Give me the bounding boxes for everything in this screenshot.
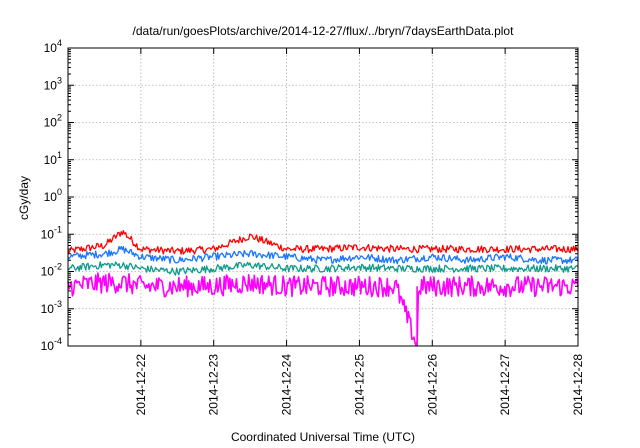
y-tick-base: 10: [44, 153, 58, 167]
series-line: [67, 272, 579, 347]
chart-title: /data/run/goesPlots/archive/2014-12-27/f…: [133, 24, 515, 38]
x-tick-label: 2014-12-24: [280, 354, 294, 416]
x-tick-label: 2014-12-26: [425, 354, 439, 416]
y-tick-exponent: -2: [54, 262, 62, 272]
x-tick-label: 2014-12-23: [207, 354, 221, 416]
y-tick-label: 10-4: [41, 336, 62, 353]
x-tick-label: 2014-12-28: [571, 354, 585, 416]
x-tick-label: 2014-12-27: [498, 354, 512, 416]
y-axis-label: cGy/day: [17, 176, 31, 220]
y-tick-exponent: 0: [57, 187, 62, 197]
y-tick-base: 10: [41, 227, 55, 241]
y-tick-label: 102: [44, 113, 62, 130]
y-tick-exponent: 3: [57, 75, 62, 85]
y-tick-exponent: -1: [54, 224, 62, 234]
y-tick-base: 10: [44, 78, 58, 92]
x-tick-label: 2014-12-25: [352, 354, 366, 416]
y-tick-label: 103: [44, 75, 62, 92]
y-tick-exponent: 2: [57, 113, 62, 123]
series-line: [67, 245, 579, 265]
x-axis-label: Coordinated Universal Time (UTC): [231, 430, 415, 444]
y-tick-exponent: -3: [54, 299, 62, 309]
y-tick-base: 10: [41, 265, 55, 279]
y-tick-base: 10: [44, 116, 58, 130]
y-tick-label: 101: [44, 150, 62, 167]
series-line: [67, 261, 579, 276]
y-tick-label: 10-3: [41, 299, 62, 316]
y-tick-base: 10: [41, 339, 55, 353]
y-tick-label: 104: [44, 38, 62, 55]
grid-layer: [68, 48, 578, 346]
y-tick-exponent: 4: [57, 38, 62, 48]
y-tick-exponent: 1: [57, 150, 62, 160]
y-tick-label: 10-1: [41, 224, 62, 241]
series-line: [67, 230, 579, 255]
y-tick-label: 100: [44, 187, 62, 204]
x-tick-label: 2014-12-22: [134, 354, 148, 416]
plot-frame: [67, 47, 579, 347]
y-tick-exponent: -4: [54, 336, 62, 346]
axis-layer: 2014-12-22 2014-12-23 2014-12-24 2014-12-25…: [41, 38, 585, 415]
y-tick-base: 10: [44, 190, 58, 204]
y-tick-base: 10: [41, 302, 55, 316]
y-tick-base: 10: [44, 41, 58, 55]
y-tick-label: 10-2: [41, 262, 62, 279]
series-layer: [67, 230, 579, 347]
